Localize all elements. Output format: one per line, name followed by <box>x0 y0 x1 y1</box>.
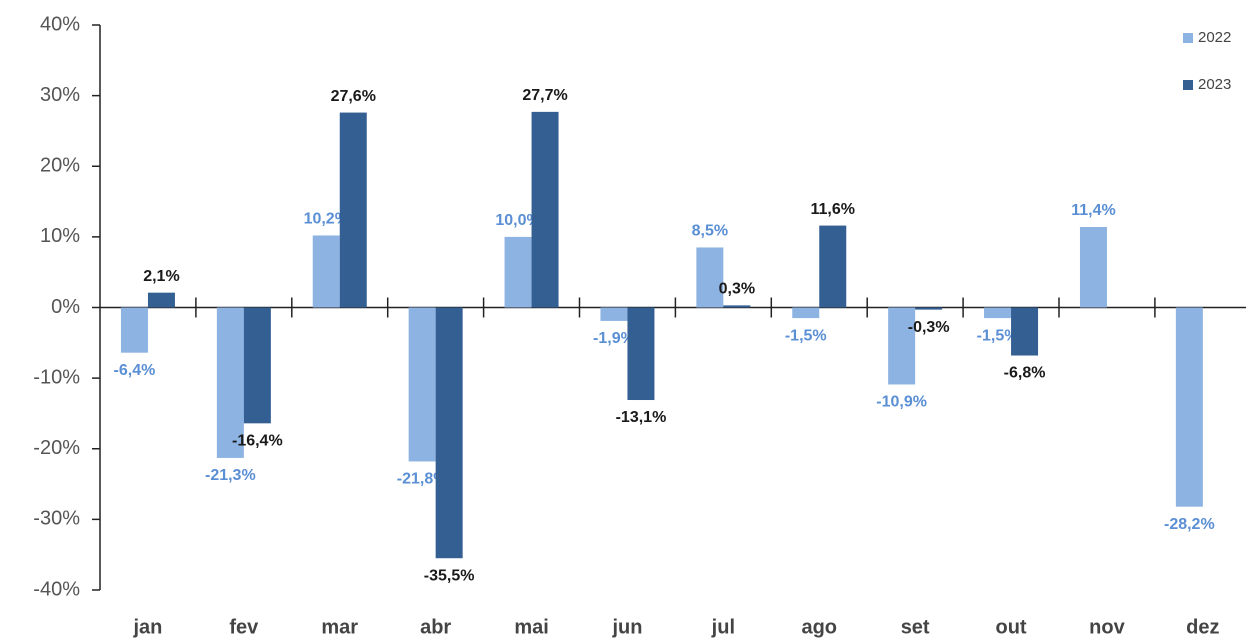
value-label: -28,2% <box>1164 516 1215 533</box>
value-label: 10,2% <box>304 211 349 228</box>
value-label: -0,3% <box>908 319 950 336</box>
value-label: 8,5% <box>692 223 728 240</box>
y-tick-label: -10% <box>33 366 80 388</box>
y-tick-label: 10% <box>40 225 80 247</box>
value-label: 0,3% <box>719 281 755 298</box>
x-tick-label: mar <box>321 616 358 638</box>
x-tick-label: fev <box>229 616 259 638</box>
bar <box>1079 226 1107 308</box>
bar <box>600 307 628 321</box>
bar <box>627 307 655 401</box>
y-tick-label: -40% <box>33 578 80 600</box>
value-label: 27,7% <box>522 87 567 104</box>
bar <box>723 305 751 308</box>
y-tick-label: 0% <box>51 296 80 318</box>
value-label: 27,6% <box>331 88 376 105</box>
bar <box>915 307 943 310</box>
x-tick-label: jul <box>711 616 735 638</box>
y-tick-label: 20% <box>40 155 80 177</box>
bar <box>531 111 559 308</box>
value-label: -21,3% <box>205 467 256 484</box>
legend-swatch <box>1183 80 1193 90</box>
x-tick-label: ago <box>801 616 837 638</box>
x-tick-label: abr <box>420 616 451 638</box>
value-label: 11,4% <box>1071 202 1115 219</box>
x-tick-label: nov <box>1089 616 1125 638</box>
bar <box>243 307 271 424</box>
bar <box>1011 307 1039 356</box>
bar <box>984 307 1012 319</box>
bar <box>1175 307 1203 507</box>
value-label: -21,8% <box>397 471 448 488</box>
x-tick-label: mai <box>514 616 548 638</box>
x-tick-label: set <box>901 616 930 638</box>
legend-swatch <box>1183 33 1193 43</box>
value-label: -13,1% <box>616 409 667 426</box>
legend-label: 2023 <box>1198 76 1231 93</box>
bar <box>216 307 244 458</box>
y-tick-label: 30% <box>40 84 80 106</box>
bar <box>120 307 148 353</box>
y-tick-label: 40% <box>40 13 80 35</box>
value-label: 10,0% <box>495 212 540 229</box>
value-label: -10,9% <box>876 394 927 411</box>
bar <box>504 236 532 308</box>
value-label: -1,9% <box>593 330 635 347</box>
x-tick-label: dez <box>1186 616 1219 638</box>
y-tick-label: -30% <box>33 508 80 530</box>
value-label: -16,4% <box>232 433 283 450</box>
bar <box>435 307 463 559</box>
value-label: -1,5% <box>785 327 827 344</box>
value-label: -1,5% <box>977 327 1019 344</box>
value-label: -6,4% <box>114 362 156 379</box>
bar <box>696 247 724 308</box>
value-label: -6,8% <box>1004 365 1046 382</box>
bar <box>408 307 436 462</box>
bar <box>792 307 820 319</box>
value-label: 11,6% <box>811 201 855 218</box>
bar <box>147 292 175 308</box>
x-tick-label: jan <box>132 616 162 638</box>
bar <box>339 112 367 308</box>
value-label: 2,1% <box>143 268 179 285</box>
legend-label: 2022 <box>1198 29 1231 46</box>
y-tick-label: -20% <box>33 437 80 459</box>
bar <box>888 307 916 385</box>
value-label: -35,5% <box>424 567 475 584</box>
bar <box>819 225 847 308</box>
bar <box>312 235 340 308</box>
x-tick-label: out <box>996 616 1027 638</box>
x-tick-label: jun <box>611 616 642 638</box>
